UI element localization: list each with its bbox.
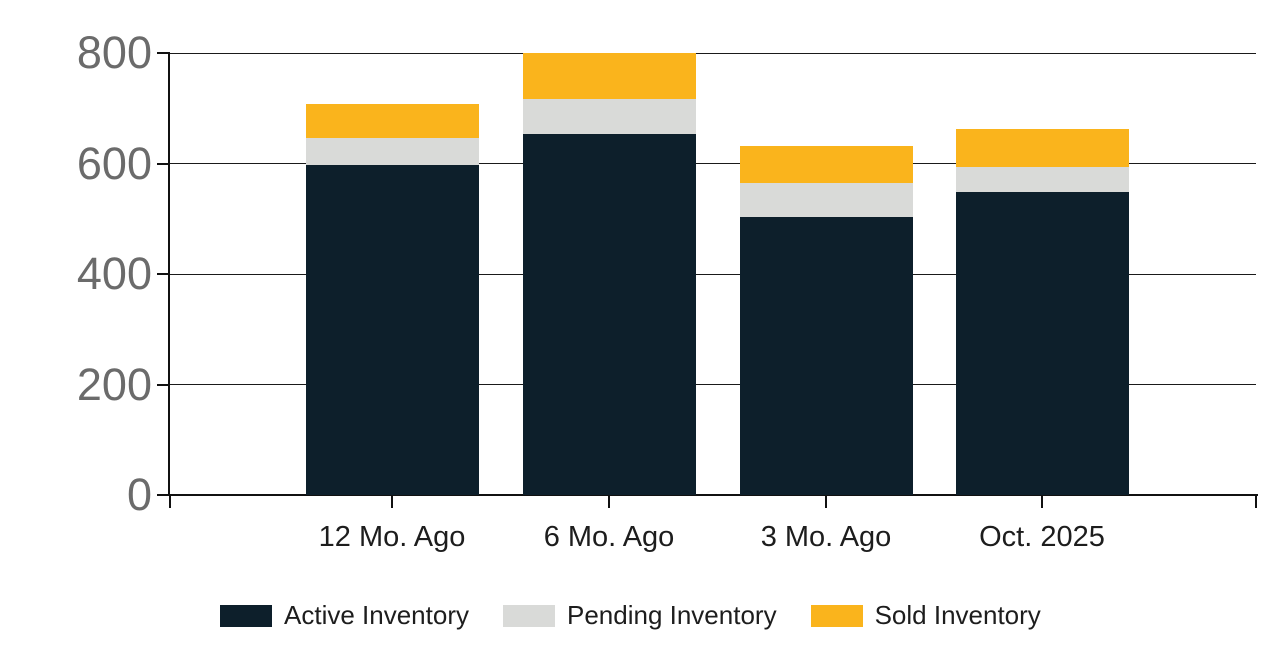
y-axis-line xyxy=(168,53,170,495)
bar-segment-sold-inventory-12-mo-ago xyxy=(305,104,479,138)
y-axis-tick-label-800: 800 xyxy=(76,27,152,78)
legend-label-sold-inventory: Sold Inventory xyxy=(874,600,1041,630)
y-axis-tick-label-0: 0 xyxy=(126,469,152,520)
chart-legend: Active Inventory Pending Inventory Sold In… xyxy=(220,600,1041,631)
gridline-400 xyxy=(170,273,1256,275)
bar-segment-pending-inventory-oct-2025 xyxy=(955,167,1129,193)
y-axis-tick-label-600: 600 xyxy=(76,137,152,189)
y-axis-tick-400 xyxy=(157,273,170,275)
bar-segment-active-inventory-6-mo-ago xyxy=(522,133,696,495)
legend-item-sold-inventory: Sold Inventory xyxy=(810,600,1041,631)
x-axis-label-3-mo-ago: 3 Mo. Ago xyxy=(760,521,892,553)
legend-label-active-inventory: Active Inventory xyxy=(284,600,469,630)
x-axis-tick-1 xyxy=(391,495,393,508)
y-axis-tick-0 xyxy=(157,494,170,496)
legend-swatch-sold-inventory xyxy=(810,604,863,627)
x-axis-line xyxy=(168,494,1258,496)
bar-segment-sold-inventory-3-mo-ago xyxy=(739,146,913,183)
legend-swatch-active-inventory xyxy=(220,604,272,627)
y-axis-tick-200 xyxy=(157,383,170,386)
x-axis-label-oct-2025: Oct. 2025 xyxy=(979,521,1105,553)
legend-swatch-pending-inventory xyxy=(502,604,555,627)
bar-segment-active-inventory-oct-2025 xyxy=(955,192,1129,495)
x-axis-tick-3 xyxy=(825,495,827,508)
bar-segment-active-inventory-3-mo-ago xyxy=(739,217,913,495)
y-axis-tick-label-400: 400 xyxy=(76,248,152,299)
y-axis-tick-600 xyxy=(157,162,170,165)
x-axis-tick-2 xyxy=(608,495,610,508)
bar-segment-pending-inventory-3-mo-ago xyxy=(739,182,913,218)
gridline-800 xyxy=(170,52,1256,54)
legend-item-pending-inventory: Pending Inventory xyxy=(502,600,777,631)
bar-segment-pending-inventory-6-mo-ago xyxy=(522,99,696,134)
bar-segment-pending-inventory-12-mo-ago xyxy=(305,137,479,166)
y-axis-tick-label-200: 200 xyxy=(76,358,152,410)
y-axis-tick-800 xyxy=(157,52,170,54)
x-axis-label-6-mo-ago: 6 Mo. Ago xyxy=(543,521,675,553)
gridline-600 xyxy=(170,163,1256,164)
x-axis-tick-0 xyxy=(169,495,171,508)
gridline-200 xyxy=(170,384,1256,385)
x-axis-tick-5 xyxy=(1255,495,1257,508)
x-axis-label-12-mo-ago: 12 Mo. Ago xyxy=(318,521,466,553)
legend-label-pending-inventory: Pending Inventory xyxy=(566,600,777,630)
bar-segment-active-inventory-12-mo-ago xyxy=(305,165,479,495)
x-axis-tick-4 xyxy=(1041,495,1043,508)
bar-segment-sold-inventory-oct-2025 xyxy=(955,128,1129,168)
bar-segment-sold-inventory-6-mo-ago xyxy=(522,53,696,100)
legend-item-active-inventory: Active Inventory xyxy=(220,600,469,631)
